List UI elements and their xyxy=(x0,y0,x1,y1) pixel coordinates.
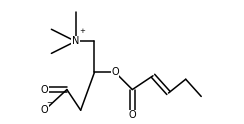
Text: O: O xyxy=(41,85,48,95)
Text: N: N xyxy=(72,36,79,46)
Text: O: O xyxy=(41,105,48,115)
Text: +: + xyxy=(80,28,85,34)
Text: O: O xyxy=(111,67,119,77)
Text: −: − xyxy=(47,100,53,106)
Text: O: O xyxy=(129,110,136,120)
